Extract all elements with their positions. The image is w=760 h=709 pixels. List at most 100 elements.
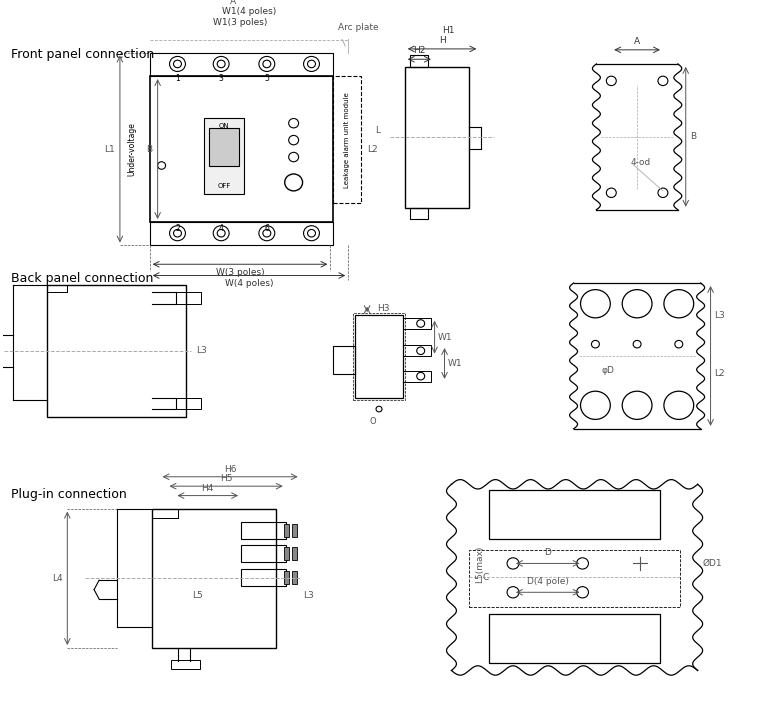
Text: ON: ON [219,123,230,129]
Text: D(4 pole): D(4 pole) [527,576,568,586]
Text: O: O [369,417,376,425]
Circle shape [214,225,229,241]
Text: B: B [690,133,696,141]
Circle shape [157,162,166,169]
Circle shape [169,57,185,72]
Bar [176,398,201,409]
Circle shape [591,340,600,348]
Text: L: L [375,125,380,135]
Bar [283,547,289,560]
Bar [470,550,679,606]
Bar [241,569,286,586]
Circle shape [217,60,225,67]
Text: A: A [634,37,640,46]
Text: ØD1: ØD1 [703,559,722,568]
Circle shape [289,135,299,145]
Circle shape [507,586,519,598]
Circle shape [606,76,616,86]
Text: W1(4 poles): W1(4 poles) [222,7,276,16]
Text: W1: W1 [448,359,462,368]
Bar [403,345,431,357]
Bar [152,509,276,648]
Bar [403,318,431,329]
Text: L2: L2 [714,369,725,378]
Bar [204,118,244,194]
Circle shape [263,230,271,237]
Bar [292,524,296,537]
Text: 4: 4 [219,224,223,233]
Bar [355,315,403,398]
Text: 3: 3 [219,74,223,83]
Bar [150,76,334,222]
Circle shape [581,290,610,318]
Bar [292,547,296,560]
Bar [47,285,186,417]
Text: Back panel connection: Back panel connection [11,272,153,285]
Text: L3: L3 [196,346,207,355]
Bar [150,222,334,245]
Bar [283,524,289,537]
Bar [292,571,296,584]
Circle shape [173,60,182,67]
Circle shape [664,290,694,318]
Bar [405,67,470,208]
Bar [176,292,201,303]
Bar [150,52,334,76]
Circle shape [664,391,694,420]
Text: L5: L5 [192,591,203,600]
Text: L3: L3 [303,591,315,600]
Circle shape [416,347,425,354]
Text: H1: H1 [442,26,454,35]
Circle shape [658,188,668,198]
Circle shape [285,174,302,191]
Circle shape [303,225,319,241]
Bar [403,371,431,381]
Text: OFF: OFF [217,183,231,189]
Bar [410,55,428,67]
Circle shape [577,558,588,569]
Text: Leakage alarm unit module: Leakage alarm unit module [344,91,350,187]
Text: 6: 6 [264,224,269,233]
Bar [334,76,361,203]
Circle shape [622,290,652,318]
Bar [334,346,355,374]
Bar [489,614,660,663]
Bar [209,128,239,165]
Circle shape [675,340,682,348]
Bar [241,545,286,562]
Text: L5(max): L5(max) [475,546,484,583]
Text: 5: 5 [264,74,269,83]
Circle shape [308,230,315,237]
Text: W1(3 poles): W1(3 poles) [213,18,268,27]
Text: A: A [230,0,236,6]
Text: L1: L1 [104,145,115,154]
Circle shape [507,558,519,569]
Bar [410,208,428,219]
Text: Arc plate: Arc plate [338,23,379,32]
Circle shape [633,340,641,348]
Bar [283,571,289,584]
Text: D: D [544,548,551,557]
Text: Under-voltage: Under-voltage [128,122,136,176]
Text: φD: φD [602,366,615,375]
Text: C: C [483,573,489,582]
Text: H6: H6 [224,465,236,474]
Circle shape [577,586,588,598]
Circle shape [289,152,299,162]
Circle shape [217,230,225,237]
Text: H5: H5 [220,474,233,484]
Text: W(3 poles): W(3 poles) [216,268,264,277]
Circle shape [416,372,425,380]
Circle shape [303,57,319,72]
Circle shape [259,57,275,72]
Text: Plug-in connection: Plug-in connection [11,488,126,501]
Text: H2: H2 [413,47,426,55]
Circle shape [263,60,271,67]
Bar [170,660,201,669]
Text: H: H [439,36,445,45]
Circle shape [308,60,315,67]
Text: H4: H4 [201,484,214,493]
Text: L4: L4 [52,574,62,583]
Bar [489,490,660,539]
Text: H3: H3 [377,304,390,313]
